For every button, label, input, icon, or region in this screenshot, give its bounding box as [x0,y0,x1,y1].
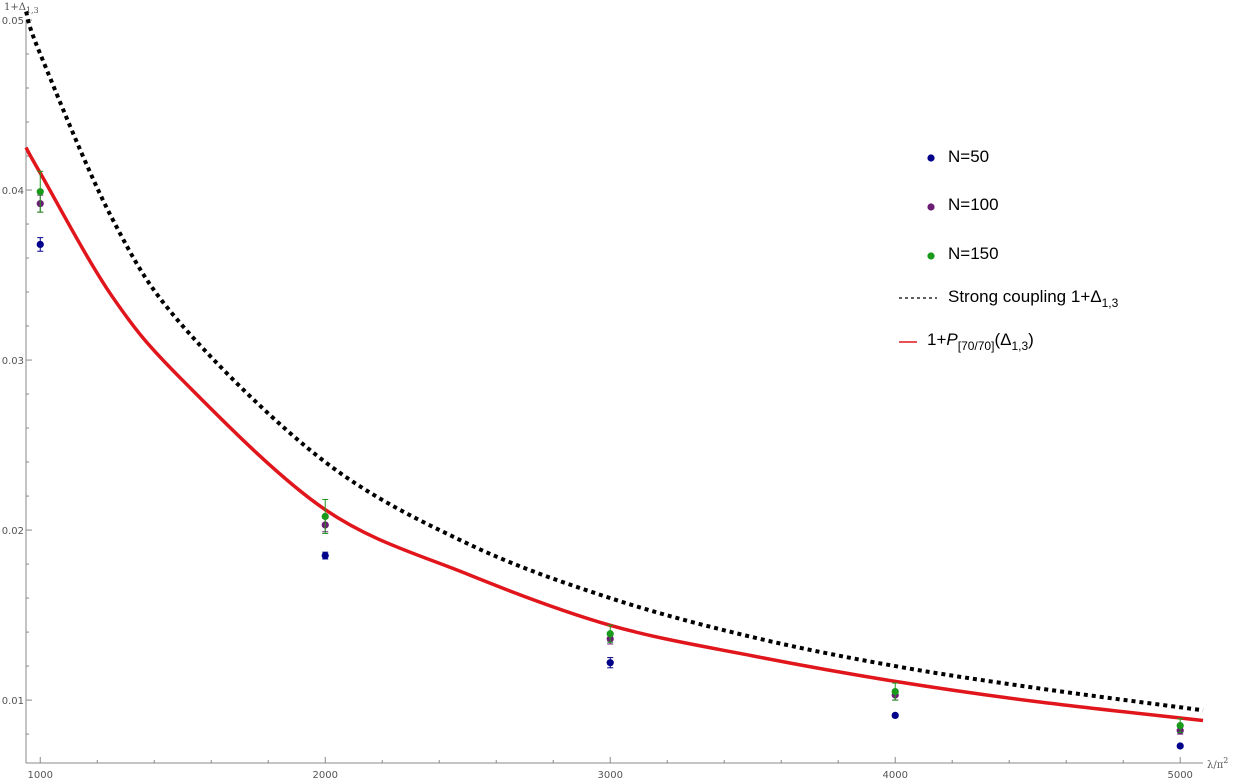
x-axis-label: λ/π2 [1207,756,1228,771]
legend-pade-pre: 1+ [927,330,946,349]
x-axis-label-main: λ/π [1207,760,1224,771]
legend-marker-n50 [927,154,935,162]
legend-label-strong-coupling: Strong coupling 1+Δ1,3 [948,287,1119,310]
data-point [321,512,329,521]
data-point [606,630,614,638]
legend: N=50 N=100 N=150 Strong coupling 1+Δ1,3 … [899,147,1119,353]
x-tick-label: 2000 [313,770,338,781]
x-tick-label: 3000 [597,770,622,781]
point-n50 [891,711,899,719]
x-tick-label: 1000 [28,770,53,781]
data-point [321,551,329,560]
y-tick-label: 0.05 [2,16,24,27]
y-tick-label: 0.02 [2,526,24,537]
point-n150 [321,498,329,534]
strong-coupling-curve [24,10,1204,713]
y-axis-label: 1+Δ1,3 [4,2,39,15]
legend-pade-post: (Δ [994,330,1011,349]
y-tick-label: 0.03 [2,356,24,367]
data-point [1176,742,1184,750]
point-n150 [36,170,44,213]
legend-item-n150: N=150 [927,244,999,263]
data-point [36,188,44,196]
data-points [36,170,1184,750]
y-axis-label-sub: 1,3 [26,6,39,15]
point-n50 [36,237,44,252]
point-n150 [891,682,899,701]
data-point [1176,721,1184,730]
x-axis-label-sup: 2 [1223,756,1228,765]
pade-curve [24,146,1204,723]
legend-strong-sub: 1,3 [1102,296,1119,310]
y-tick-label: 0.01 [2,696,24,707]
legend-label-pade: 1+P[70/70](Δ1,3) [927,330,1034,353]
legend-pade-sub: [70/70] [958,339,995,353]
y-axis-label-main: 1+Δ [4,2,26,13]
legend-strong-main: Strong coupling 1+Δ [948,287,1102,306]
data-point [606,659,614,667]
legend-marker-n150 [927,252,935,260]
data-point [891,711,899,719]
y-tick-label: 0.04 [2,186,24,197]
legend-pade-post-end: ) [1028,330,1034,349]
point-n50 [321,551,329,560]
legend-pade-post-sub: 1,3 [1011,339,1028,353]
x-ticks: 1000 2000 3000 4000 5000 [28,757,1193,781]
point-n150 [1176,718,1184,733]
curves [24,10,1204,723]
legend-label-n150: N=150 [948,244,999,263]
x-tick-label: 4000 [882,770,907,781]
point-n50 [1176,742,1184,750]
data-point [36,240,44,249]
legend-marker-n100 [927,203,935,211]
legend-label-n100: N=100 [948,195,999,214]
point-n150 [606,624,614,643]
legend-item-strong-coupling: Strong coupling 1+Δ1,3 [899,287,1119,310]
legend-item-pade: 1+P[70/70](Δ1,3) [899,330,1034,353]
legend-pade-italic: P [946,330,958,349]
legend-item-n50: N=50 [927,147,989,166]
point-n50 [606,657,614,669]
data-point [891,687,899,696]
y-ticks: 0.01 0.02 0.03 0.04 0.05 [2,16,32,735]
legend-label-n50: N=50 [948,147,989,166]
x-tick-label: 5000 [1167,770,1192,781]
legend-item-n100: N=100 [927,195,999,214]
